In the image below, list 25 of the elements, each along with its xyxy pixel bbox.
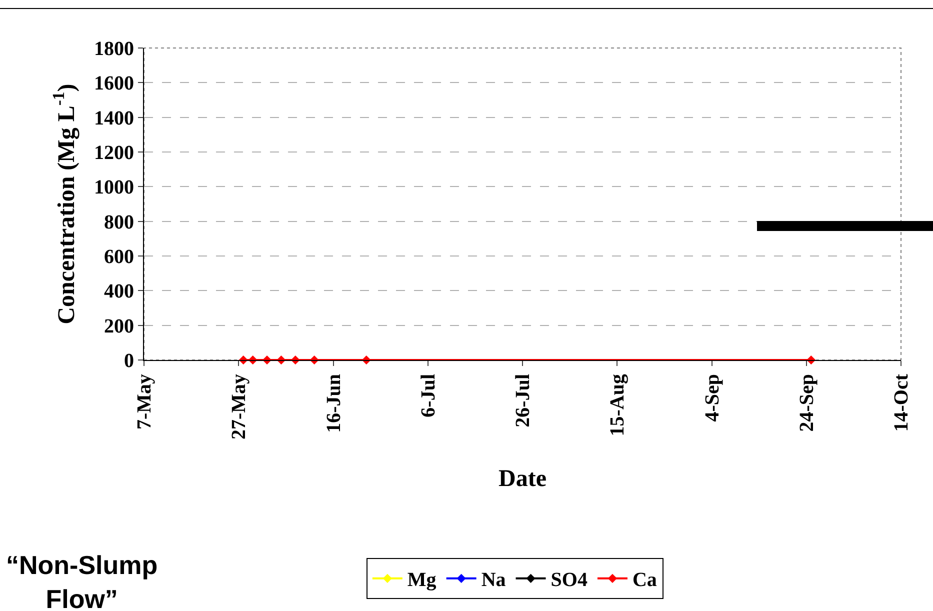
x-tick-label: 16-Jun [322, 374, 345, 433]
x-axis-title: Date [498, 466, 547, 492]
text: “Non-Slump Flow” [6, 550, 158, 611]
legend-label: Ca [632, 569, 657, 592]
y-tick-label: 1200 [94, 142, 134, 164]
y-tick-label: 1000 [94, 176, 134, 199]
y-tick-label: 800 [104, 211, 134, 234]
y-tick-label: 1600 [94, 72, 134, 95]
y-tick-label: 1800 [94, 38, 134, 60]
x-tick-label: 4-Sep [701, 374, 724, 422]
x-tick-label: 15-Aug [606, 374, 629, 436]
y-tick-label: 200 [104, 315, 134, 338]
x-tick-label: 6-Jul [417, 374, 440, 418]
x-tick-label: 26-Jul [512, 374, 534, 428]
y-tick-label: 1400 [94, 107, 134, 130]
y-tick-label: 400 [104, 280, 134, 303]
legend-label: Na [481, 569, 506, 592]
x-tick-label: 7-May [134, 374, 156, 430]
x-tick-label: 14-Oct [890, 374, 912, 432]
x-tick-label: 27-May [228, 374, 250, 440]
x-tick-label: 24-Sep [796, 374, 818, 432]
y-tick-label: 0 [124, 350, 134, 372]
legend-label: Mg [407, 569, 436, 592]
legend-label: SO4 [550, 569, 588, 592]
y-tick-label: 600 [104, 246, 134, 268]
